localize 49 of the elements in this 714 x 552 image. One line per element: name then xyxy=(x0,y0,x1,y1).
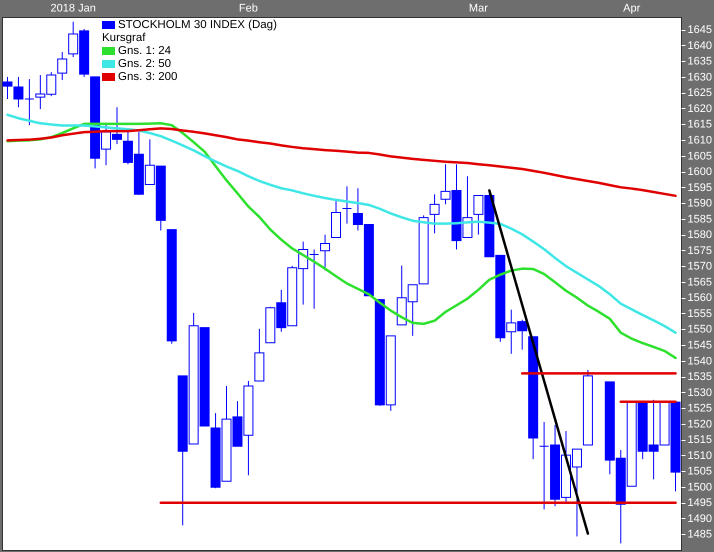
candlestick xyxy=(57,52,68,81)
candlestick xyxy=(430,194,440,234)
y-tick-label: 1555 xyxy=(688,308,712,320)
y-tick-label: 1535 xyxy=(688,371,712,384)
x-tick-label: Feb xyxy=(238,2,258,14)
x-tick-label: Apr xyxy=(623,2,641,14)
y-tick-label: 1495 xyxy=(688,497,712,510)
candlestick xyxy=(342,186,352,224)
y-tick-label: 1590 xyxy=(688,198,712,210)
y-tick-label: 1505 xyxy=(688,466,712,478)
y-tick-label: 1565 xyxy=(688,276,712,288)
candlestick xyxy=(320,234,330,272)
y-tick-label: 1525 xyxy=(688,402,712,415)
y-tick-label: 1545 xyxy=(688,340,712,352)
legend-label: Gns. 1: 24 xyxy=(118,45,172,57)
legend-label: STOCKHOLM 30 INDEX (Dag) xyxy=(118,19,278,31)
legend-label: Gns. 3: 200 xyxy=(118,71,178,83)
y-tick-label: 1490 xyxy=(688,512,712,525)
y-tick-label: 1620 xyxy=(688,102,712,115)
y-tick-label: 1635 xyxy=(688,56,712,68)
y-tick-label: 1550 xyxy=(688,324,712,336)
legend-title: Kursgraf xyxy=(102,32,146,44)
y-tick-label: 1500 xyxy=(688,481,712,494)
y-tick-label: 1585 xyxy=(688,213,712,226)
y-tick-label: 1575 xyxy=(688,244,712,257)
y-tick-label: 1570 xyxy=(688,260,712,273)
line-series xyxy=(488,189,590,535)
legend-label: Gns. 2: 50 xyxy=(118,58,172,70)
y-tick-label: 1595 xyxy=(688,182,712,194)
y-tick-label: 1625 xyxy=(688,87,712,100)
x-tick-label: Mar xyxy=(468,2,488,14)
y-tick-label: 1630 xyxy=(688,71,712,84)
x-tick-label: 2018 Jan xyxy=(50,2,96,14)
y-tick-label: 1610 xyxy=(688,134,712,146)
y-tick-label: 1515 xyxy=(688,434,712,446)
y-tick-label: 1540 xyxy=(688,355,712,368)
candlestick xyxy=(2,76,12,100)
y-tick-label: 1530 xyxy=(688,386,712,399)
line-series xyxy=(6,127,677,198)
y-tick-label: 1640 xyxy=(688,40,712,52)
y-tick-label: 1520 xyxy=(688,418,712,430)
y-tick-label: 1485 xyxy=(688,528,712,541)
y-tick-label: 1560 xyxy=(688,292,712,304)
y-tick-label: 1645 xyxy=(688,24,712,36)
y-tick-label: 1580 xyxy=(688,229,712,242)
y-tick-label: 1600 xyxy=(688,166,712,178)
y-tick-label: 1615 xyxy=(688,118,712,131)
y-tick-label: 1510 xyxy=(688,450,712,462)
y-tick-label: 1605 xyxy=(688,150,712,162)
